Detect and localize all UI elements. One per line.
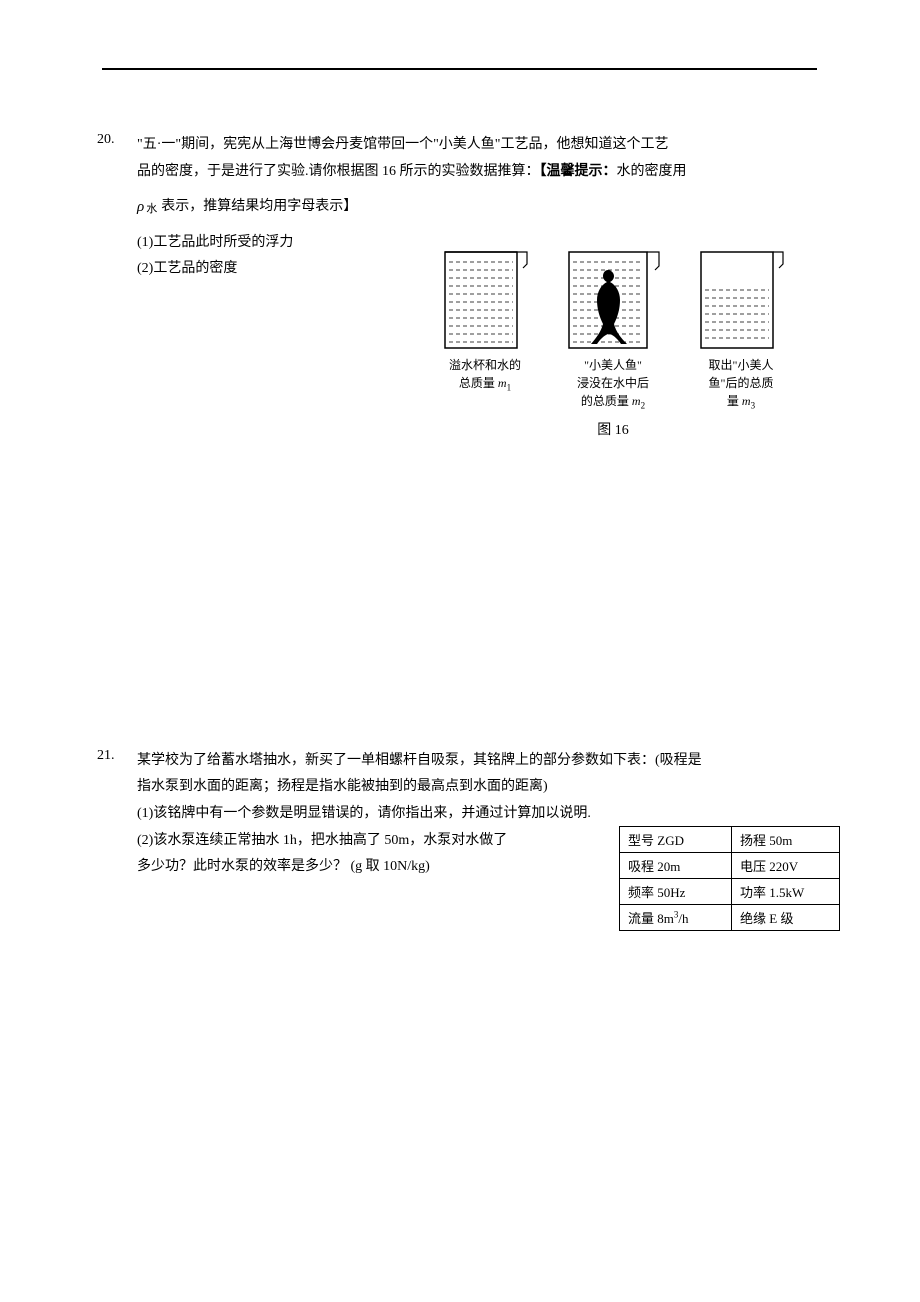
d3-msub: 3 — [751, 400, 756, 410]
beaker-full-icon — [437, 240, 533, 352]
diagram-3-caption: 取出"小美人 鱼"后的总质 量 m3 — [709, 356, 774, 413]
spec-table-wrap: 型号 ZGD 扬程 50m 吸程 20m 电压 220V 频率 50Hz 功率 … — [619, 826, 840, 931]
d1-msub: 1 — [507, 382, 512, 392]
d3-m: m — [742, 394, 751, 408]
q20-hint-label: 【温馨提示： — [540, 164, 617, 179]
rho-sub: 水 — [146, 199, 157, 220]
q20-line2: 品的密度，于是进行了实验.请你根据图 16 所示的实验数据推算：【温馨提示：水的… — [137, 159, 830, 186]
q21-line1: 某学校为了给蓄水塔抽水，新买了一单相螺杆自吸泵，其铭牌上的部分参数如下表：(吸程… — [137, 748, 830, 775]
val: E 级 — [769, 911, 793, 926]
q21-line3: (1)该铭牌中有一个参数是明显错误的，请你指出来，并通过计算加以说明. — [137, 801, 830, 828]
q21-line2: 指水泵到水面的距离；扬程是指水能被抽到的最高点到水面的距离) — [137, 774, 830, 801]
d2-cap-l1: "小美人鱼" — [584, 358, 642, 372]
d1-cap-l2: 总质量 — [459, 376, 498, 390]
table-row: 频率 50Hz 功率 1.5kW — [620, 878, 840, 904]
table-row: 流量 8m3/h 绝缘 E 级 — [620, 904, 840, 930]
q21-number: 21. — [97, 748, 115, 764]
cell-flow: 流量 8m3/h — [620, 904, 732, 930]
header-rule — [102, 68, 817, 70]
cell-insulation: 绝缘 E 级 — [732, 904, 840, 930]
beaker-mermaid-icon — [561, 240, 665, 352]
lbl: 功率 — [740, 885, 766, 900]
val: 20m — [657, 859, 680, 874]
lbl: 流量 — [628, 911, 654, 926]
figure-label: 图 16 — [597, 419, 629, 439]
q20-rho-line: ρ水 表示，推算结果均用字母表示】 — [137, 193, 830, 222]
d3-cap-l3: 量 — [727, 394, 742, 408]
lbl: 吸程 — [628, 859, 654, 874]
q20-hint-tail: 水的密度用 — [617, 164, 687, 179]
table-row: 型号 ZGD 扬程 50m — [620, 826, 840, 852]
diagram-3: 取出"小美人 鱼"后的总质 量 m3 — [693, 240, 789, 439]
lbl: 频率 — [628, 885, 654, 900]
val: 50Hz — [657, 885, 685, 900]
lbl: 扬程 — [740, 833, 766, 848]
q20-line1: "五·一"期间，宪宪从上海世博会丹麦馆带回一个"小美人鱼"工艺品，他想知道这个工… — [137, 132, 830, 159]
cell-voltage: 电压 220V — [732, 852, 840, 878]
d3-cap-l1: 取出"小美人 — [709, 358, 774, 372]
cell-model: 型号 ZGD — [620, 826, 732, 852]
lbl: 绝缘 — [740, 911, 766, 926]
diagram-1: 溢水杯和水的 总质量 m1 — [437, 240, 533, 439]
cell-suction: 吸程 20m — [620, 852, 732, 878]
d2-msub: 2 — [641, 400, 646, 410]
table-row: 吸程 20m 电压 220V — [620, 852, 840, 878]
q20-number: 20. — [97, 132, 115, 148]
diagram-2: "小美人鱼" 浸没在水中后 的总质量 m2 图 16 — [561, 240, 665, 439]
rho-symbol: ρ — [137, 193, 144, 222]
rho-after: 表示，推算结果均用字母表示】 — [161, 194, 357, 221]
d2-cap-l2: 浸没在水中后 — [577, 376, 649, 390]
diagram-2-caption: "小美人鱼" 浸没在水中后 的总质量 m2 — [577, 356, 649, 413]
val: 50m — [769, 833, 792, 848]
beaker-partial-icon — [693, 240, 789, 352]
spec-table: 型号 ZGD 扬程 50m 吸程 20m 电压 220V 频率 50Hz 功率 … — [619, 826, 840, 931]
d2-cap-l3: 的总质量 — [581, 394, 632, 408]
d3-cap-l2: 鱼"后的总质 — [709, 376, 774, 390]
cell-lift: 扬程 50m — [732, 826, 840, 852]
q20-line2-text: 品的密度，于是进行了实验.请你根据图 16 所示的实验数据推算： — [137, 164, 540, 179]
question-21: 21. 某学校为了给蓄水塔抽水，新买了一单相螺杆自吸泵，其铭牌上的部分参数如下表… — [105, 748, 830, 881]
val: 1.5kW — [769, 885, 804, 900]
d1-m: m — [498, 376, 507, 390]
val: 220V — [769, 859, 798, 874]
d1-cap-l1: 溢水杯和水的 — [449, 358, 521, 372]
lbl: 电压 — [740, 859, 766, 874]
val: ZGD — [657, 833, 684, 848]
d2-m: m — [632, 394, 641, 408]
q21-line4: (2)该水泵连续正常抽水 1h，把水抽高了 50m，水泵对水做了 — [137, 828, 577, 855]
cell-power: 功率 1.5kW — [732, 878, 840, 904]
diagram-1-caption: 溢水杯和水的 总质量 m1 — [449, 356, 521, 395]
lbl: 型号 — [628, 833, 654, 848]
val2: /h — [678, 911, 688, 926]
cell-frequency: 频率 50Hz — [620, 878, 732, 904]
val: 8m — [657, 911, 674, 926]
q20-diagrams: 溢水杯和水的 总质量 m1 "小美 — [437, 240, 789, 439]
